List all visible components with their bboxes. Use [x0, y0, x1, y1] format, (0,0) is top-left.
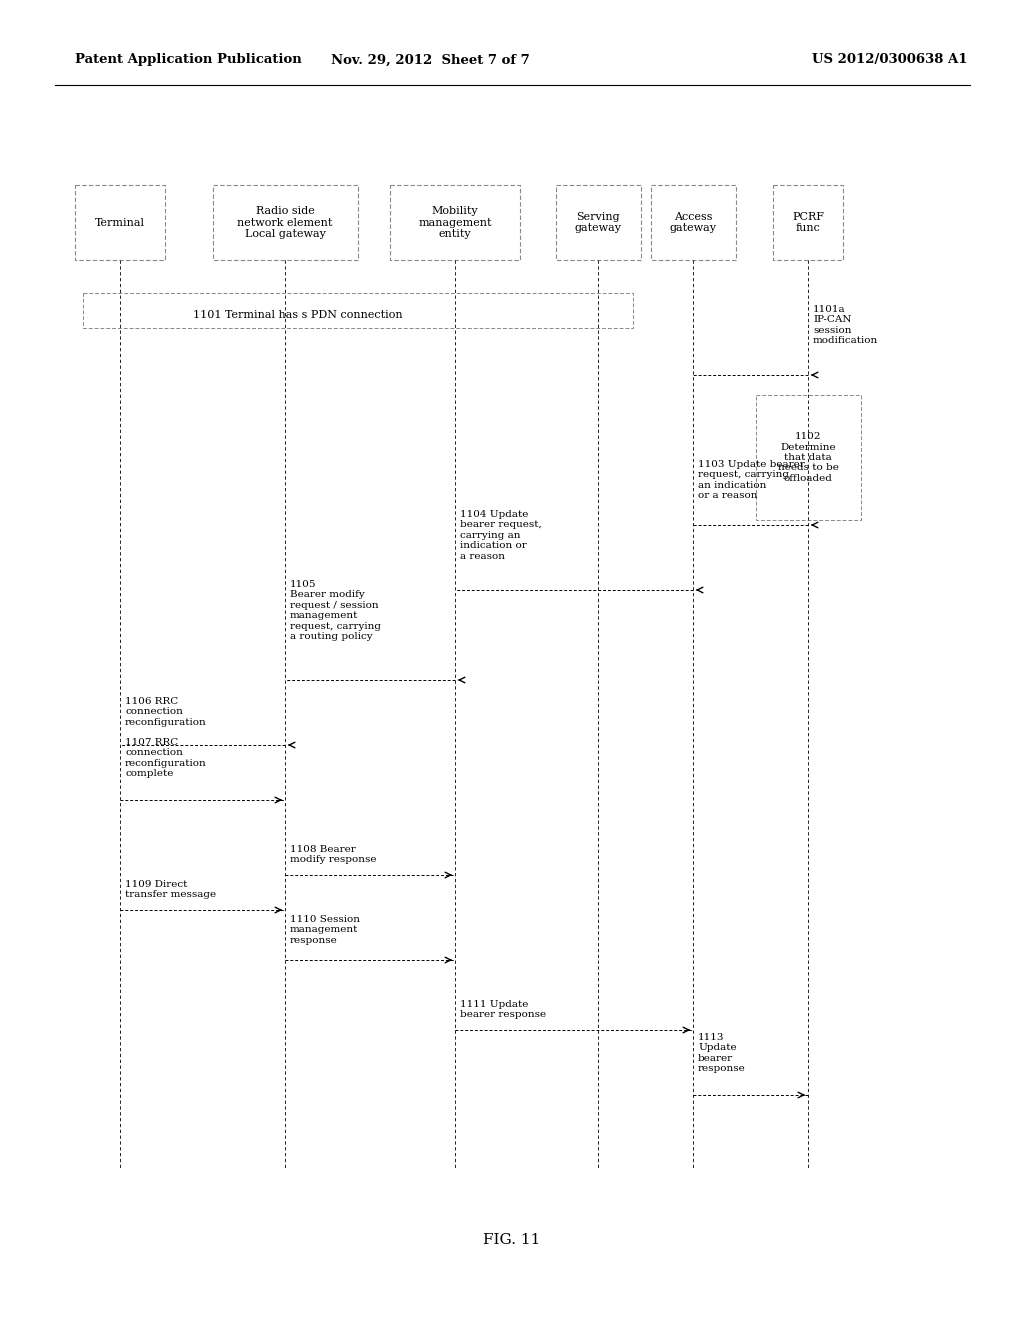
FancyBboxPatch shape: [773, 185, 843, 260]
Text: Terminal: Terminal: [95, 218, 145, 227]
FancyBboxPatch shape: [555, 185, 640, 260]
Text: Mobility
management
entity: Mobility management entity: [418, 206, 492, 239]
Text: FIG. 11: FIG. 11: [483, 1233, 541, 1247]
Text: 1106 RRC
connection
reconfiguration: 1106 RRC connection reconfiguration: [125, 697, 207, 727]
FancyBboxPatch shape: [75, 185, 165, 260]
FancyBboxPatch shape: [390, 185, 520, 260]
Text: PCRF
func: PCRF func: [792, 211, 824, 234]
Text: Radio side
network element
Local gateway: Radio side network element Local gateway: [238, 206, 333, 239]
Text: 1109 Direct
transfer message: 1109 Direct transfer message: [125, 880, 216, 899]
Text: 1103 Update bearer
request, carrying
an indication
or a reason: 1103 Update bearer request, carrying an …: [698, 459, 805, 500]
FancyBboxPatch shape: [756, 395, 860, 520]
Text: 1101 Terminal has s PDN connection: 1101 Terminal has s PDN connection: [193, 310, 402, 319]
Text: 1101a
IP-CAN
session
modification: 1101a IP-CAN session modification: [813, 305, 879, 346]
Text: 1113
Update
bearer
response: 1113 Update bearer response: [698, 1034, 745, 1073]
FancyBboxPatch shape: [213, 185, 357, 260]
Text: 1108 Bearer
modify response: 1108 Bearer modify response: [290, 845, 377, 865]
Text: Patent Application Publication: Patent Application Publication: [75, 54, 302, 66]
FancyBboxPatch shape: [650, 185, 735, 260]
FancyBboxPatch shape: [83, 293, 633, 327]
Text: 1105
Bearer modify
request / session
management
request, carrying
a routing poli: 1105 Bearer modify request / session man…: [290, 579, 381, 642]
Text: 1107 RRC
connection
reconfiguration
complete: 1107 RRC connection reconfiguration comp…: [125, 738, 207, 779]
Text: 1111 Update
bearer response: 1111 Update bearer response: [460, 1001, 546, 1019]
Text: US 2012/0300638 A1: US 2012/0300638 A1: [812, 54, 968, 66]
Text: 1102
Determine
that data
needs to be
offloaded: 1102 Determine that data needs to be off…: [777, 432, 839, 483]
Text: Serving
gateway: Serving gateway: [574, 211, 622, 234]
Text: 1104 Update
bearer request,
carrying an
indication or
a reason: 1104 Update bearer request, carrying an …: [460, 510, 542, 561]
Text: Access
gateway: Access gateway: [670, 211, 717, 234]
Text: 1110 Session
management
response: 1110 Session management response: [290, 915, 360, 945]
Text: Nov. 29, 2012  Sheet 7 of 7: Nov. 29, 2012 Sheet 7 of 7: [331, 54, 529, 66]
